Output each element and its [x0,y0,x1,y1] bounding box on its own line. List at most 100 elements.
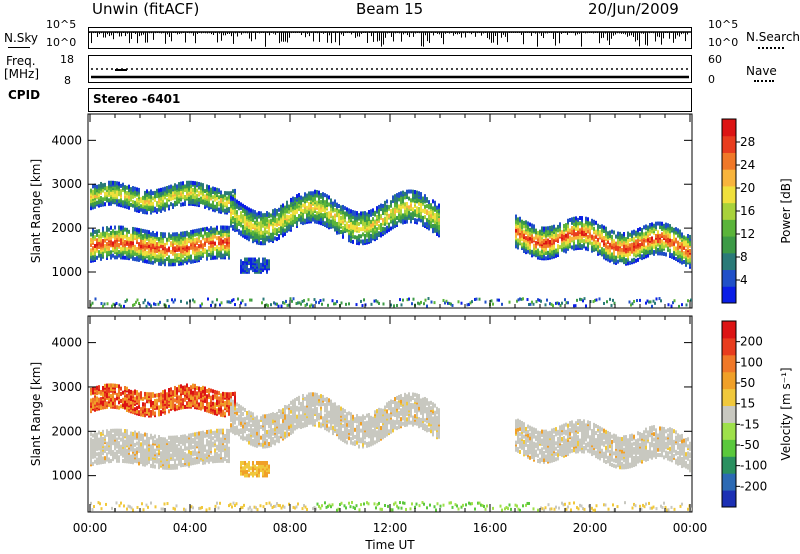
data-cell [196,188,198,193]
data-cell [619,240,621,245]
data-cell [258,211,260,216]
nsky-bar [109,32,110,37]
data-cell [380,228,382,233]
data-cell [224,208,226,213]
data-cell [120,225,122,230]
data-cell [418,207,420,212]
data-cell [184,457,186,462]
data-cell [366,238,368,243]
data-cell [194,246,196,251]
data-cell [434,216,436,221]
nsky-bar [157,32,158,34]
data-cell [547,254,549,259]
data-cell [138,431,140,436]
data-cell [170,464,172,469]
data-cell [308,194,310,199]
data-cell [164,451,166,456]
ground-cell [411,302,413,306]
ground-cell [174,298,176,302]
data-cell [214,190,216,195]
ground-cell [516,299,518,303]
data-cell [432,223,434,228]
data-cell [266,235,268,240]
data-cell [292,196,294,201]
ground-cell [124,300,127,304]
data-cell [326,197,328,202]
data-cell [174,183,176,188]
data-cell [178,436,180,441]
data-cell [252,268,254,273]
ground-cell [420,300,422,304]
data-cell [278,227,280,232]
data-cell [637,238,639,243]
data-cell [543,238,545,243]
data-cell [208,233,210,238]
data-cell [152,439,154,444]
data-cell [240,230,242,235]
data-cell [104,243,106,248]
data-cell [655,233,657,238]
ground-cell [469,301,472,305]
data-cell [114,239,116,244]
data-cell [517,243,519,248]
data-cell [589,228,591,233]
data-cell [342,234,344,239]
data-cell [290,226,292,231]
data-cell [120,183,122,188]
data-cell [244,257,246,262]
data-cell [118,225,120,230]
nsky-bar [687,32,688,35]
nsky-bar [195,32,196,44]
data-cell [631,258,633,263]
data-cell [140,228,142,233]
ground-cell [451,303,454,307]
data-cell [150,456,152,461]
data-cell [126,227,128,232]
ground-cell [559,303,562,307]
data-cell [174,241,176,246]
data-cell [561,230,563,235]
data-cell [128,184,130,189]
nsky-bar [181,32,182,34]
data-cell [150,232,152,237]
data-cell [519,239,521,244]
nsky-bar [275,32,276,35]
ground-cell [265,303,268,307]
data-cell [547,250,549,255]
data-cell [144,199,146,204]
nsky-bar [281,32,282,42]
data-cell [164,465,166,470]
data-cell [404,191,406,196]
data-cell [342,213,344,218]
data-cell [140,197,142,202]
data-cell [663,251,665,256]
data-cell [320,203,322,208]
data-cell [360,234,362,239]
data-cell [172,235,174,240]
data-cell [607,234,609,239]
data-cell [266,216,268,221]
data-cell [138,443,140,448]
data-cell [212,247,214,252]
nsky-bar [307,32,308,34]
nave-tick-top: 60 [708,53,722,66]
data-cell [190,456,192,461]
data-cell [641,227,643,232]
data-cell [136,446,138,451]
ground-cell [460,301,463,305]
data-cell [244,210,246,215]
data-cell [118,181,120,186]
data-cell [653,239,655,244]
data-cell [162,239,164,244]
data-cell [148,447,150,452]
data-cell [541,249,543,254]
data-cell [354,210,356,215]
data-cell [571,229,573,234]
ground-cell [417,301,419,305]
data-cell [300,216,302,221]
ground-cell [135,300,137,304]
data-cell [689,248,691,253]
data-cell [400,205,402,210]
data-cell [653,250,655,255]
data-cell [298,214,300,219]
